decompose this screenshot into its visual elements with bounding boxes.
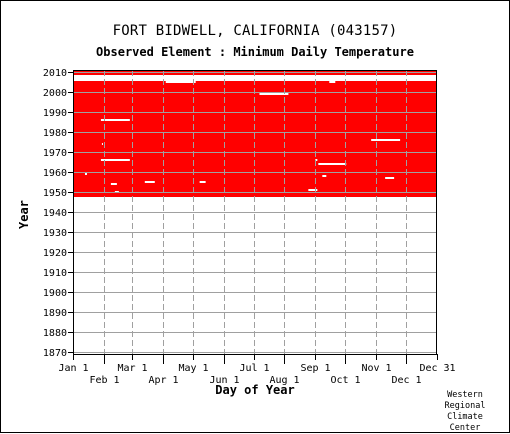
x-tick-label-dec-31: Dec 31	[419, 363, 455, 374]
missing-segment-6	[144, 181, 155, 183]
missing-segment-18	[165, 81, 196, 83]
missing-segment-0	[100, 119, 130, 121]
x-tick-label-oct-1: Oct 1	[330, 375, 360, 386]
x-tick-label-feb-1: Feb 1	[89, 375, 119, 386]
y-tick-label-1910: 1910	[43, 268, 67, 279]
plot-border	[73, 70, 437, 355]
x-tick-label-apr-1: Apr 1	[148, 375, 178, 386]
missing-segment-2	[259, 93, 289, 95]
wrcc-credit: Western Regional Climate Center	[435, 390, 495, 434]
x-tick-label-sep-1: Sep 1	[300, 363, 330, 374]
missing-segment-8	[322, 175, 327, 177]
credit-line-4: Center	[449, 423, 481, 433]
missing-segment-3	[318, 163, 347, 165]
x-tick-label-mar-1: Mar 1	[117, 363, 147, 374]
x-tick-label-dec-1: Dec 1	[391, 375, 421, 386]
y-axis-title: Year	[17, 200, 31, 229]
y-tick-label-1870: 1870	[43, 348, 67, 359]
x-tick-label-may-1: May 1	[178, 363, 208, 374]
y-tick-label-1960: 1960	[43, 168, 67, 179]
missing-segment-21	[247, 79, 286, 81]
y-tick-label-1930: 1930	[43, 228, 67, 239]
missing-segment-9	[84, 173, 87, 175]
missing-segment-15	[73, 79, 102, 81]
missing-segment-20	[96, 75, 106, 77]
x-tick-label-nov-1: Nov 1	[361, 363, 391, 374]
missing-segment-5	[308, 189, 318, 191]
x-tick-label-jan-1: Jan 1	[58, 363, 88, 374]
y-tick-label-1880: 1880	[43, 328, 67, 339]
y-tick-label-1980: 1980	[43, 128, 67, 139]
chart-subtitle: Observed Element : Minimum Daily Tempera…	[96, 45, 414, 59]
missing-segment-12	[199, 181, 206, 183]
y-tick-label-1900: 1900	[43, 288, 67, 299]
y-tick-label-1890: 1890	[43, 308, 67, 319]
y-tick-label-1970: 1970	[43, 148, 67, 159]
x-tick-label-aug-1: Aug 1	[269, 375, 299, 386]
x-axis-title: Day of Year	[215, 383, 295, 397]
missing-segment-4	[371, 139, 401, 141]
missing-segment-1	[100, 159, 130, 161]
missing-segment-22	[374, 79, 402, 81]
missing-segment-10	[110, 183, 117, 185]
y-tick-label-1950: 1950	[43, 188, 67, 199]
x-tick-label-jul-1: Jul 1	[239, 363, 269, 374]
y-tick-label-2000: 2000	[43, 88, 67, 99]
y-tick-label-1920: 1920	[43, 248, 67, 259]
y-tick-label-2010: 2010	[43, 68, 67, 79]
y-tick-label-1940: 1940	[43, 208, 67, 219]
missing-segment-7	[385, 177, 395, 179]
missing-segment-13	[315, 159, 318, 161]
chart-title: FORT BIDWELL, CALIFORNIA (043157)	[112, 23, 398, 39]
credit-line-2: Regional	[444, 401, 486, 411]
x-tick-label-jun-1: Jun 1	[209, 375, 239, 386]
credit-line-1: Western	[447, 390, 483, 400]
missing-segment-16	[101, 77, 247, 79]
credit-line-3: Climate	[447, 412, 483, 422]
missing-segment-14	[101, 143, 103, 145]
missing-segment-19	[329, 81, 336, 83]
y-tick-label-1990: 1990	[43, 108, 67, 119]
